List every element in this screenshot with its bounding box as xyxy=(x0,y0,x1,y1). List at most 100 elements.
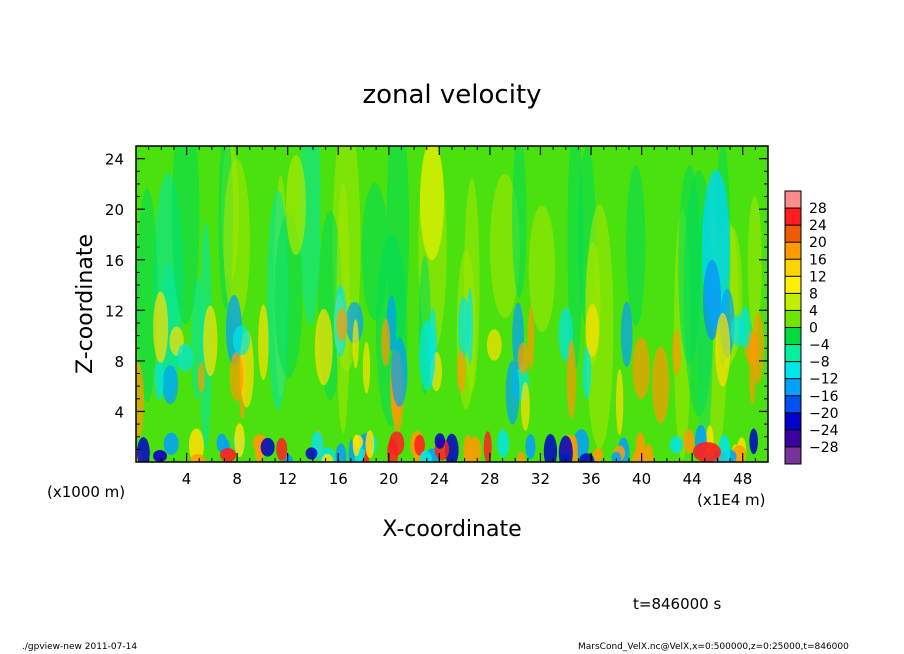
field-patch xyxy=(232,325,250,356)
field-patch xyxy=(434,433,446,449)
field-patch xyxy=(136,437,150,462)
field-patch xyxy=(260,437,275,457)
footer-left: ./gpview-new 2011-07-14 xyxy=(22,642,138,652)
colorbar-label: 8 xyxy=(809,286,818,302)
colorbar-label: 16 xyxy=(809,252,827,268)
field-patch xyxy=(136,188,158,403)
field-patch xyxy=(153,291,169,364)
field-patch xyxy=(420,146,444,260)
colorbar-swatch xyxy=(785,344,801,363)
field-patch xyxy=(419,450,432,462)
field-patch xyxy=(678,164,701,365)
field-patch xyxy=(693,442,721,462)
footer-right: MarsCond_VelX.nc@VelX,x=0:500000,z=0:250… xyxy=(578,642,849,652)
colorbar-swatch xyxy=(785,361,801,380)
y-tick-label: 8 xyxy=(114,353,124,371)
colorbar-swatch xyxy=(785,446,801,465)
field-patch xyxy=(188,428,204,462)
colorbar-label: −12 xyxy=(809,372,839,388)
field-patch xyxy=(748,330,756,406)
colorbar-swatch xyxy=(785,191,801,209)
field-patch xyxy=(154,361,164,401)
colorbar-swatch xyxy=(785,378,801,397)
colorbar-label: 4 xyxy=(809,303,818,319)
field-patch xyxy=(352,319,359,369)
field-patch xyxy=(365,430,375,459)
field-patch xyxy=(391,337,408,408)
field-patch xyxy=(314,309,333,386)
field-patch xyxy=(505,360,520,425)
colorbar-label: 12 xyxy=(809,269,827,285)
y-tick-label: 4 xyxy=(114,403,124,421)
field-patch xyxy=(336,307,348,342)
field-patch xyxy=(558,435,573,462)
colorbar-swatch xyxy=(785,259,801,277)
field-patch xyxy=(643,444,654,462)
field-patch xyxy=(579,453,595,462)
field-patch xyxy=(229,351,244,401)
field-patch xyxy=(286,155,306,255)
colorbar-swatch xyxy=(785,310,801,328)
field-patch xyxy=(582,346,592,399)
x-tick-label: 48 xyxy=(733,470,752,488)
field-patch xyxy=(444,433,459,462)
field-patch xyxy=(749,428,758,455)
field-patch xyxy=(352,434,360,457)
colorbar-swatch xyxy=(785,242,801,260)
field-patch xyxy=(162,365,179,405)
field-patch xyxy=(632,337,650,400)
colorbar-label: 24 xyxy=(809,218,827,234)
colorbar-label: −20 xyxy=(809,406,839,422)
field-patch xyxy=(419,320,436,391)
field-patch xyxy=(528,205,556,333)
colorbar-swatch xyxy=(785,395,801,414)
colorbar-label: 20 xyxy=(809,235,827,251)
field-patch xyxy=(457,297,470,359)
field-patch xyxy=(190,454,206,462)
field-patch xyxy=(171,146,200,325)
colorbar-swatch xyxy=(785,276,801,294)
field-patch xyxy=(585,303,600,357)
field-patch xyxy=(153,450,167,462)
field-patch xyxy=(543,433,558,462)
field-patch xyxy=(136,363,145,439)
field-patch xyxy=(414,434,425,456)
x-tick-label: 12 xyxy=(278,470,297,488)
field-patch xyxy=(223,158,250,323)
x-tick-label: 20 xyxy=(379,470,398,488)
field-patch xyxy=(517,342,529,375)
field-patch xyxy=(305,447,318,460)
x-axis-label: X-coordinate xyxy=(382,517,521,542)
x-tick-label: 40 xyxy=(632,470,651,488)
x-tick-label: 44 xyxy=(683,470,702,488)
field-patch xyxy=(258,304,269,380)
field-patch xyxy=(669,436,684,454)
field-patch xyxy=(335,443,347,462)
field-patch xyxy=(715,312,731,387)
field-patch xyxy=(611,451,622,462)
field-patch xyxy=(234,423,245,458)
x-tick-label: 28 xyxy=(480,470,499,488)
colorbar-swatch xyxy=(785,225,801,243)
colorbar-label: 28 xyxy=(809,201,827,217)
colorbar-swatch xyxy=(785,293,801,311)
field-patch xyxy=(321,453,334,462)
x-tick-label: 8 xyxy=(232,470,242,488)
y-tick-label: 24 xyxy=(105,151,124,169)
x-tick-label: 36 xyxy=(581,470,600,488)
x-tick-label: 24 xyxy=(430,470,449,488)
field-patch xyxy=(703,260,721,340)
field-patch xyxy=(512,146,527,299)
field-patch xyxy=(672,328,681,376)
field-patch xyxy=(739,306,751,349)
field-patch xyxy=(615,369,624,436)
field-patch xyxy=(203,305,218,377)
field-patch xyxy=(381,318,391,367)
field-patch xyxy=(486,329,502,361)
y-tick-label: 20 xyxy=(105,201,124,219)
field-patch xyxy=(652,346,670,424)
colorbar-swatch xyxy=(785,327,801,346)
